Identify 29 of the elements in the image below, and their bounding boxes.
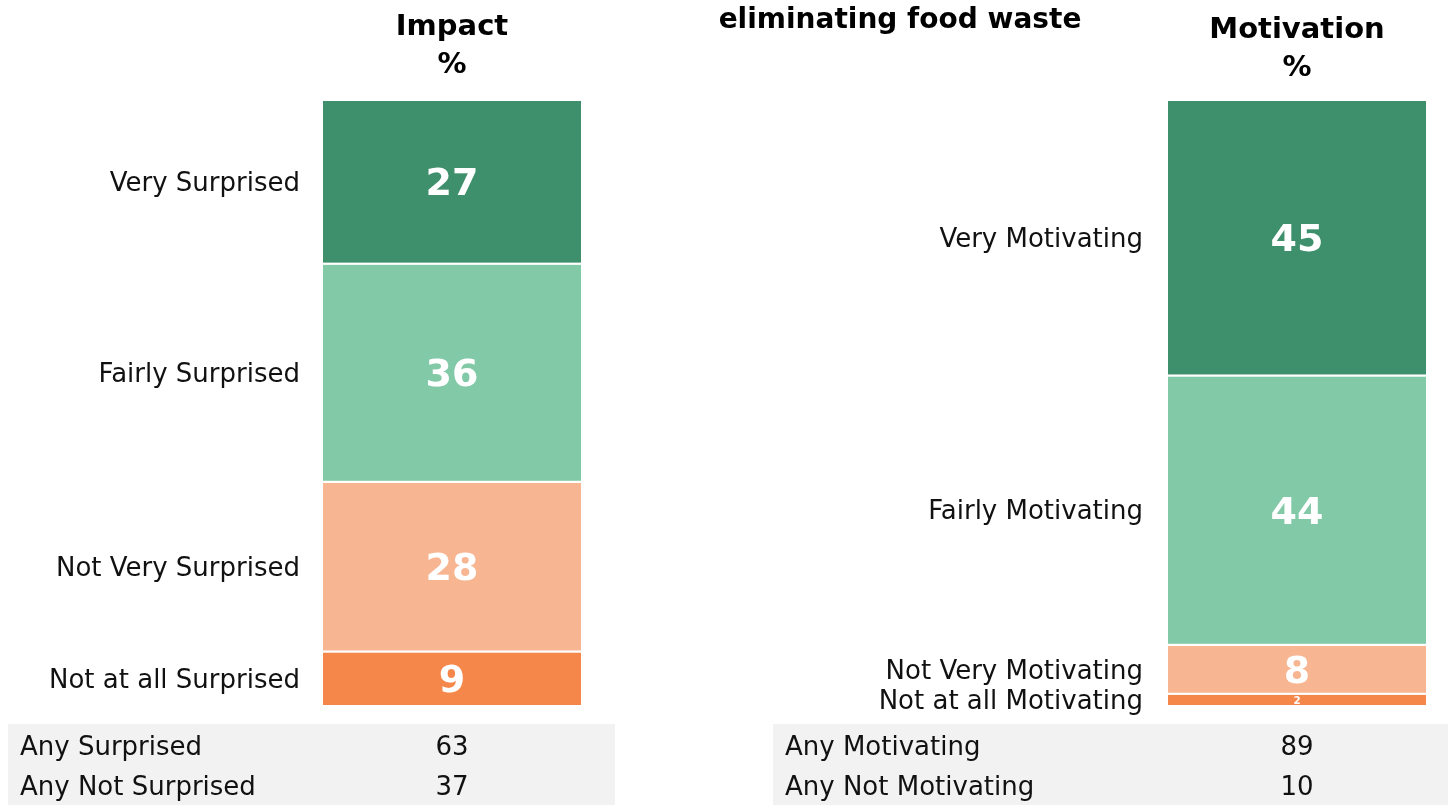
chart-subtitle: %: [437, 46, 467, 80]
data-label: 45: [1270, 216, 1324, 261]
data-label: 2: [1293, 693, 1301, 706]
series-label: Fairly Motivating: [928, 495, 1143, 526]
chart-subtitle: %: [1282, 49, 1312, 83]
series-label: Very Surprised: [109, 167, 300, 198]
series-label: Very Motivating: [939, 223, 1143, 254]
text: Any Surprised: [20, 731, 203, 762]
text: 37: [435, 771, 469, 802]
text: Any Not Motivating: [785, 771, 1035, 802]
series-label: Not Very Motivating: [885, 654, 1143, 685]
text: Any Motivating: [785, 731, 981, 762]
text: Any Not Surprised: [20, 771, 256, 802]
text: 89: [1280, 731, 1314, 762]
data-label: 36: [425, 351, 479, 396]
series-label: Not at all Surprised: [49, 664, 300, 695]
series-label: Fairly Surprised: [98, 358, 300, 389]
data-label: 44: [1270, 488, 1324, 533]
series-label: Not Very Surprised: [55, 551, 300, 582]
chart-title: Impact: [395, 8, 509, 42]
text: 63: [435, 731, 469, 762]
text: 10: [1280, 771, 1314, 802]
text: eliminating food waste: [718, 2, 1082, 35]
data-label: 9: [438, 657, 466, 702]
data-label: 8: [1283, 647, 1311, 692]
series-label: Not at all Motivating: [878, 685, 1143, 716]
data-label: 27: [425, 160, 479, 205]
chart-title: Motivation: [1209, 11, 1385, 45]
data-label: 28: [425, 545, 479, 590]
